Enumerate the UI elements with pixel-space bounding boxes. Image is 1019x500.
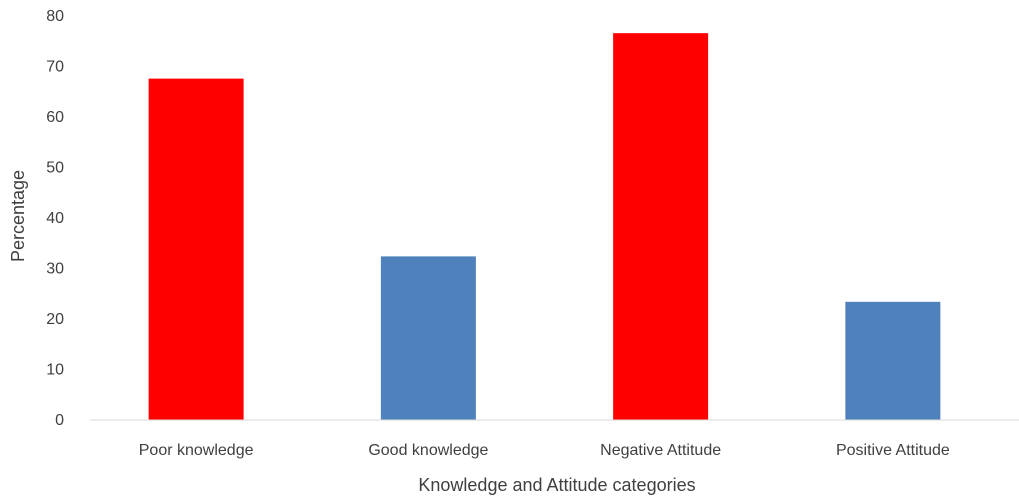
- x-tick-label: Good knowledge: [368, 442, 488, 459]
- bar: [380, 256, 476, 420]
- y-axis-title: Percentage: [8, 170, 28, 262]
- bar: [613, 33, 709, 421]
- y-tick-label: 30: [46, 261, 64, 278]
- y-tick-label: 60: [46, 109, 64, 126]
- bar: [148, 78, 244, 421]
- y-tick-label: 0: [55, 412, 64, 429]
- y-tick-label: 70: [46, 59, 64, 76]
- y-tick-label: 50: [46, 160, 64, 177]
- bars-group: [148, 33, 941, 421]
- y-tick-label: 20: [46, 311, 64, 328]
- x-tick-label: Positive Attitude: [836, 442, 950, 459]
- y-tick-label: 80: [46, 8, 64, 25]
- y-tick-label: 10: [46, 362, 64, 379]
- x-axis-title: Knowledge and Attitude categories: [418, 475, 695, 495]
- x-axis-ticks: Poor knowledge Good knowledge Negative Att…: [139, 442, 950, 459]
- x-tick-label: Negative Attitude: [600, 442, 721, 459]
- bar: [845, 301, 941, 420]
- y-tick-label: 40: [46, 210, 64, 227]
- x-tick-label: Poor knowledge: [139, 442, 254, 459]
- y-axis-ticks: 0 10 20 30 40 50 60 70 80: [46, 8, 64, 429]
